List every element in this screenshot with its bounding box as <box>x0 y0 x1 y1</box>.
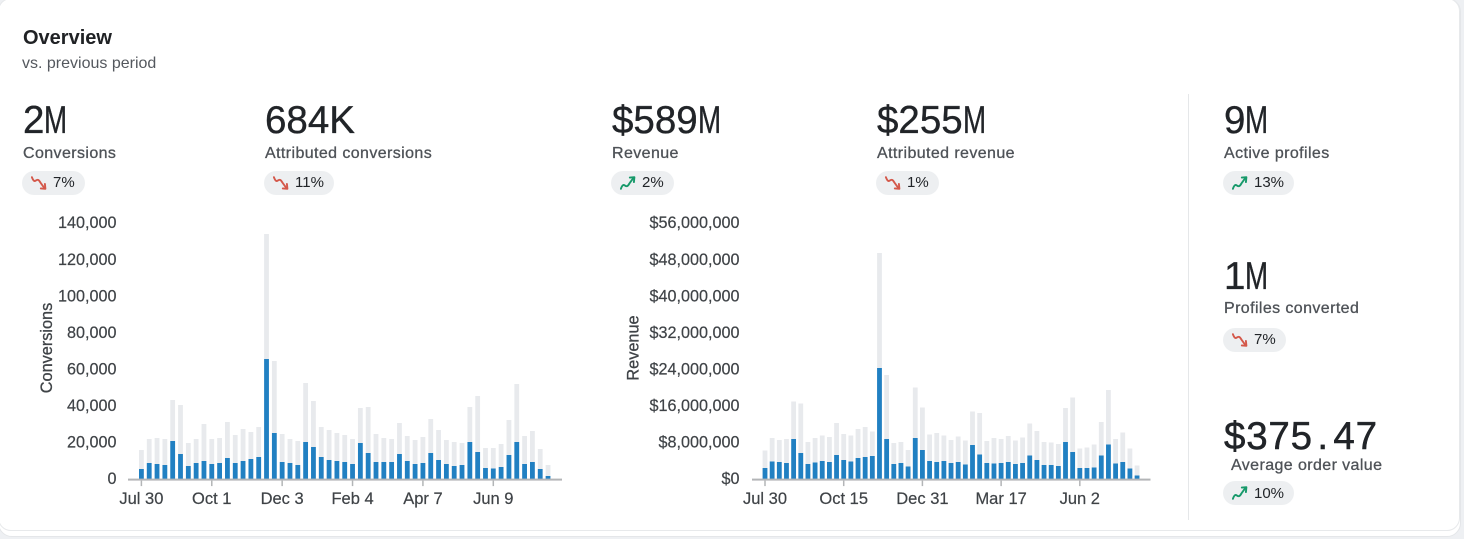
svg-text:40,000: 40,000 <box>67 397 117 415</box>
svg-text:100,000: 100,000 <box>58 287 117 305</box>
svg-text:Dec 31: Dec 31 <box>896 490 948 508</box>
svg-text:$40,000,000: $40,000,000 <box>649 287 739 305</box>
svg-text:Oct 15: Oct 15 <box>819 490 868 508</box>
svg-text:$0: $0 <box>721 470 739 488</box>
svg-text:80,000: 80,000 <box>67 324 117 342</box>
svg-text:Jun 2: Jun 2 <box>1060 490 1100 508</box>
svg-text:$56,000,000: $56,000,000 <box>649 214 739 232</box>
svg-text:$24,000,000: $24,000,000 <box>649 360 739 378</box>
svg-text:Revenue: Revenue <box>625 315 643 380</box>
svg-text:$16,000,000: $16,000,000 <box>649 397 739 415</box>
svg-text:Feb 4: Feb 4 <box>331 490 373 508</box>
svg-text:120,000: 120,000 <box>58 251 117 269</box>
svg-text:Dec 3: Dec 3 <box>261 490 304 508</box>
svg-text:$8,000,000: $8,000,000 <box>658 434 739 452</box>
svg-text:140,000: 140,000 <box>58 214 117 232</box>
svg-text:Mar 17: Mar 17 <box>975 490 1026 508</box>
svg-text:Jun 9: Jun 9 <box>473 490 513 508</box>
svg-text:60,000: 60,000 <box>67 360 117 378</box>
svg-text:Apr 7: Apr 7 <box>403 490 442 508</box>
svg-text:Jul 30: Jul 30 <box>119 490 163 508</box>
svg-text:20,000: 20,000 <box>67 434 117 452</box>
svg-text:Conversions: Conversions <box>38 303 56 394</box>
svg-text:0: 0 <box>107 470 116 488</box>
svg-text:$32,000,000: $32,000,000 <box>649 324 739 342</box>
svg-text:$48,000,000: $48,000,000 <box>649 251 739 269</box>
svg-text:Jul 30: Jul 30 <box>743 490 787 508</box>
svg-text:Oct 1: Oct 1 <box>192 490 231 508</box>
